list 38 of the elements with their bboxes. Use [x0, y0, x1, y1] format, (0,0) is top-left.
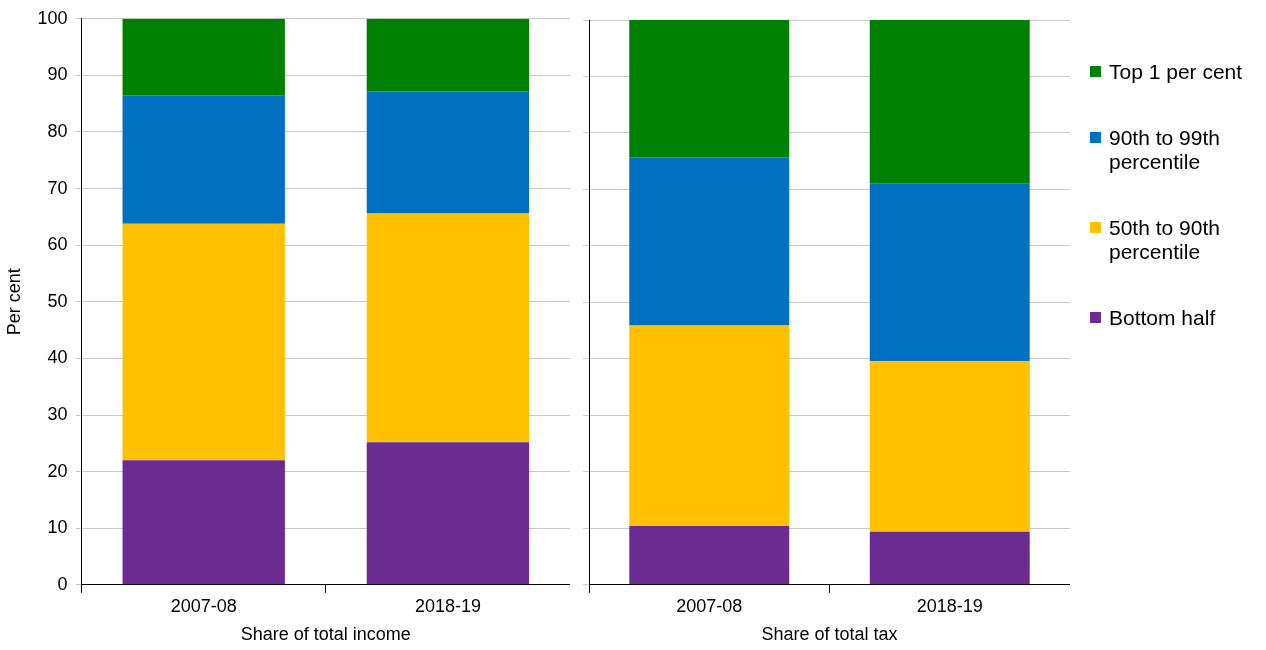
- bar: [629, 20, 790, 158]
- bar: [869, 183, 1030, 362]
- bar: [629, 526, 790, 585]
- x-axis-title: Share of total income: [240, 624, 411, 645]
- bar: [366, 91, 530, 214]
- bar: [366, 213, 530, 443]
- bar: [629, 157, 790, 326]
- y-axis-title: Per cent: [3, 268, 24, 336]
- x-axis-title: Share of total tax: [761, 624, 898, 645]
- bar: [869, 361, 1030, 532]
- x-tick-label: 2018-19: [414, 595, 481, 616]
- x-tick-label: 2018-19: [916, 595, 983, 616]
- y-tick-label: 40: [47, 347, 68, 368]
- y-tick-label: 80: [47, 120, 68, 141]
- x-tick-label: 2007-08: [170, 595, 237, 616]
- y-tick-label: 20: [47, 460, 68, 481]
- bar: [122, 460, 285, 585]
- y-tick-label: 60: [47, 234, 68, 255]
- bar: [366, 18, 530, 92]
- bar: [869, 531, 1030, 585]
- bar: [629, 325, 790, 527]
- bar: [122, 95, 285, 224]
- y-tick-label: 100: [37, 7, 68, 28]
- bar: [366, 442, 530, 585]
- y-tick-label: 70: [47, 177, 68, 198]
- x-tick-label: 2007-08: [676, 595, 743, 616]
- bar: [122, 223, 285, 461]
- y-tick-label: 50: [47, 290, 68, 311]
- bar: [869, 20, 1030, 184]
- legend-label: Bottom half: [1109, 306, 1216, 330]
- y-tick-label: 30: [47, 403, 68, 424]
- legend-label: Top 1 per cent: [1109, 60, 1243, 84]
- y-tick-label: 0: [57, 573, 68, 594]
- bar: [122, 18, 285, 96]
- y-tick-label: 90: [47, 64, 68, 85]
- y-tick-label: 10: [47, 517, 68, 538]
- legend-label: 50th to 90th percentile: [1109, 216, 1221, 264]
- legend-label: 90th to 99th percentile: [1109, 126, 1221, 174]
